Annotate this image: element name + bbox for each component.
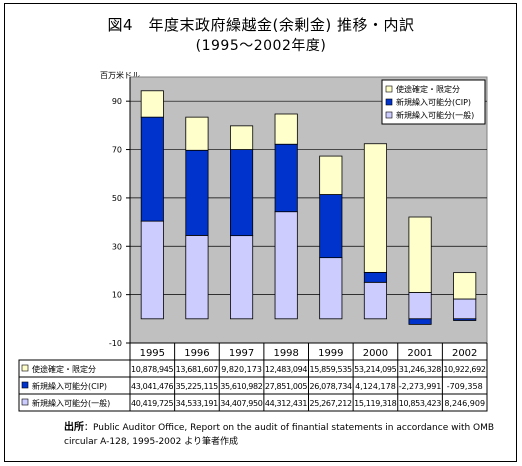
- table-cell-value: 35,610,982: [220, 382, 263, 391]
- y-tick-label: 70: [112, 146, 122, 155]
- x-category-label: 1998: [273, 348, 298, 359]
- legend-label-restricted: 使途確定・限定分: [396, 84, 460, 94]
- bar-segment-general: [363, 281, 387, 320]
- table-cell-value: 43,041,476: [131, 382, 174, 391]
- x-category-label: 2000: [363, 348, 388, 359]
- table-cell-value: 12,483,094: [265, 365, 308, 374]
- table-cell-value: 34,533,191: [176, 399, 219, 408]
- table-cell-value: 10,922,692: [443, 365, 486, 374]
- table-cell-value: 25,267,212: [310, 399, 353, 408]
- table-cell-value: 53,214,095: [354, 365, 397, 374]
- bar-segment-cip: [408, 318, 432, 325]
- table-cell-value: 40,419,725: [131, 399, 174, 408]
- x-category-label: 1995: [140, 348, 165, 359]
- table-cell-value: -2,273,991: [399, 382, 442, 391]
- bar-segment-cip: [363, 271, 387, 283]
- legend-swatch-general: [385, 111, 393, 119]
- table-row-label-cip: 新規繰入可能分(CIP): [32, 381, 107, 391]
- chart-title: 図4 年度末政府繰越金(余剰金) 推移・内訳: [107, 16, 415, 34]
- y-tick-label: 30: [112, 242, 122, 251]
- bar-segment-general: [408, 292, 432, 320]
- y-tick-label: -10: [109, 339, 122, 348]
- table-cell-value: 26,078,734: [310, 382, 353, 391]
- x-category-label: 2001: [407, 348, 432, 359]
- x-category-label: 2002: [452, 348, 477, 359]
- bar-segment-restricted: [319, 155, 343, 195]
- bar-segment-cip: [185, 149, 209, 236]
- bar-segment-cip: [453, 318, 477, 321]
- x-category-label: 1997: [229, 348, 254, 359]
- bar-segment-restricted: [453, 272, 477, 300]
- table-cell-value: 13,681,607: [176, 365, 219, 374]
- table-row-label-restricted: 使途確定・限定分: [32, 364, 96, 374]
- bar-segment-restricted: [274, 113, 298, 145]
- bar-segment-restricted: [363, 143, 387, 273]
- bar-segment-general: [319, 257, 343, 320]
- table-key-restricted: [21, 364, 29, 372]
- legend-swatch-cip: [385, 98, 393, 106]
- legend-box: [381, 79, 486, 125]
- bar-segment-restricted: [140, 90, 164, 118]
- legend-swatch-restricted: [385, 85, 393, 93]
- x-category-label: 1999: [318, 348, 343, 359]
- y-tick-label: 10: [112, 291, 122, 300]
- table-cell-value: 44,312,431: [265, 399, 308, 408]
- bar-segment-cip: [274, 143, 298, 213]
- source-label: 出所: [64, 422, 84, 433]
- bar-segment-general: [453, 298, 477, 320]
- legend-label-general: 新規繰入可能分(一般): [396, 110, 474, 120]
- bar-segment-general: [185, 234, 209, 320]
- bar-segment-general: [230, 235, 254, 320]
- bar-segment-general: [140, 220, 164, 320]
- table-row-label-general: 新規繰入可能分(一般): [32, 398, 110, 408]
- table-cell-value: 10,878,945: [131, 365, 174, 374]
- table-cell-value: 15,859,535: [310, 365, 353, 374]
- table-cell-value: 31,246,328: [399, 365, 442, 374]
- table-key-cip: [21, 381, 29, 389]
- table-cell-value: 35,225,115: [176, 382, 219, 391]
- y-tick-label: 90: [112, 97, 122, 106]
- source-text: ：Public Auditor Office, Report on the au…: [64, 423, 495, 447]
- table-cell-value: 10,853,423: [399, 399, 442, 408]
- table-cell-value: -709,358: [447, 382, 483, 391]
- bar-segment-restricted: [408, 216, 432, 293]
- bar-segment-cip: [140, 116, 164, 222]
- bar-segment-general: [274, 211, 298, 320]
- source-note: 出所：Public Auditor Office, Report on the …: [64, 421, 504, 449]
- table-cell-value: 8,246,909: [444, 399, 485, 408]
- bar-segment-cip: [319, 194, 343, 259]
- table-cell-value: 27,851,005: [265, 382, 308, 391]
- chart-subtitle: (1995〜2002年度): [195, 38, 327, 54]
- table-cell-value: 4,124,178: [355, 382, 396, 391]
- bar-segment-restricted: [185, 116, 209, 151]
- x-category-label: 1996: [184, 348, 209, 359]
- table-cell-value: 34,407,950: [220, 399, 263, 408]
- legend-label-cip: 新規繰入可能分(CIP): [396, 97, 471, 107]
- table-cell-value: 15,119,318: [354, 399, 397, 408]
- bar-segment-restricted: [230, 125, 254, 150]
- table-cell-value: 9,820,173: [221, 365, 262, 374]
- bar-segment-cip: [230, 149, 254, 237]
- table-key-general: [21, 398, 29, 406]
- y-axis-unit: 百万米ドル: [100, 71, 140, 80]
- y-tick-label: 50: [112, 194, 122, 203]
